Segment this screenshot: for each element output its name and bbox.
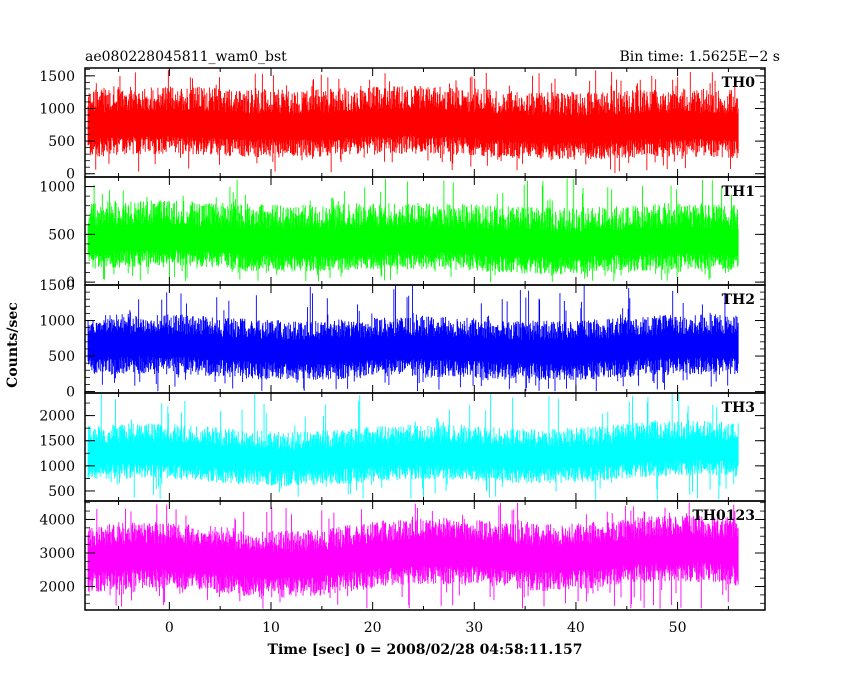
y-tick-label-th0123-1: 3000 [39,546,75,562]
x-axis-label: Time [sec] 0 = 2008/02/28 04:58:11.157 [268,642,583,658]
x-axis: 0 10 20 30 40 50 [165,620,687,636]
x-tick-label-4: 40 [567,620,585,636]
y-tick-label-th1-0: 0 [66,275,75,291]
panels-group: 0 500 1000 1500 TH0 0 500 1000 TH1 0 500 1000 1500 TH… [39,67,766,611]
series-th1 [87,178,739,282]
x-tick-label-2: 20 [364,620,382,636]
y-tick-label-th0-3: 1500 [39,69,75,85]
y-tick-label-th0-2: 1000 [39,101,75,117]
panel-th0: 0 500 1000 1500 TH0 [39,67,766,183]
y-tick-label-th0-0: 0 [66,167,75,183]
panel-label-th0123: TH0123 [692,508,755,524]
x-tick-label-0: 0 [165,620,174,636]
x-tick-label-5: 50 [669,620,687,636]
y-tick-label-th0-1: 500 [48,134,75,150]
y-tick-label-th3-2: 1500 [39,434,75,450]
y-tick-label-th3-1: 1000 [39,459,75,475]
series-th2 [87,285,739,392]
panel-label-th3: TH3 [722,400,755,416]
chart-title: ae080228045811_wam0_bst [85,49,287,65]
y-tick-label-th1-2: 1000 [39,180,75,196]
y-tick-label-th0123-2: 4000 [39,512,75,528]
panel-label-th1: TH1 [722,184,755,200]
y-tick-label-th2-0: 0 [66,385,75,401]
panel-th1: 0 500 1000 TH1 [39,176,766,291]
panel-th3: 500 1000 1500 2000 TH3 [39,392,766,502]
panel-th2: 0 500 1000 1500 TH2 [39,278,766,401]
panel-label-th0: TH0 [722,75,756,91]
panel-frame-th0123 [84,500,766,611]
panel-label-th2: TH2 [722,292,755,308]
series-th3 [87,393,739,501]
y-axis-label: Counts/sec [5,302,21,388]
y-tick-label-th0123-0: 2000 [39,580,75,596]
y-tick-label-th1-1: 500 [48,227,75,243]
series-th0123 [87,502,739,609]
x-tick-label-1: 10 [262,620,280,636]
y-tick-label-th2-2: 1000 [39,314,75,330]
x-tick-label-3: 30 [465,620,483,636]
y-tick-label-th2-3: 1500 [39,278,75,294]
y-tick-label-th2-1: 500 [48,349,75,365]
series-th0 [87,70,739,174]
y-tick-label-th3-3: 2000 [39,409,75,425]
panel-th0123: 2000 3000 4000 TH0123 [39,500,766,611]
bin-time-label: Bin time: 1.5625E−2 s [619,49,780,65]
y-tick-label-th3-0: 500 [48,484,75,500]
